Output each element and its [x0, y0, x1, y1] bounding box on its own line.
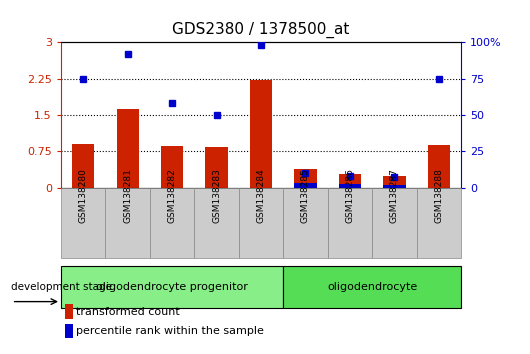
- Text: percentile rank within the sample: percentile rank within the sample: [76, 326, 263, 336]
- Bar: [72, 144, 94, 188]
- Text: oligodendrocyte: oligodendrocyte: [327, 282, 417, 292]
- Text: GSM138288: GSM138288: [435, 168, 444, 223]
- Bar: [206, 148, 228, 188]
- Bar: [250, 80, 272, 188]
- Title: GDS2380 / 1378500_at: GDS2380 / 1378500_at: [172, 22, 350, 38]
- Bar: [383, 185, 405, 188]
- Bar: [339, 184, 361, 188]
- Text: GSM138284: GSM138284: [257, 168, 266, 223]
- Text: GSM138287: GSM138287: [390, 168, 399, 223]
- Bar: [294, 183, 316, 188]
- Text: transformed count: transformed count: [76, 307, 179, 316]
- Text: GSM138280: GSM138280: [78, 168, 87, 223]
- Text: development stage: development stage: [11, 282, 112, 292]
- Text: GSM138281: GSM138281: [123, 168, 132, 223]
- Text: GSM138282: GSM138282: [167, 168, 176, 223]
- Bar: [383, 177, 405, 188]
- Bar: [339, 174, 361, 188]
- Bar: [117, 109, 139, 188]
- Bar: [294, 169, 316, 188]
- Text: GSM138285: GSM138285: [301, 168, 310, 223]
- Bar: [161, 147, 183, 188]
- Text: GSM138283: GSM138283: [212, 168, 221, 223]
- Text: GSM138286: GSM138286: [346, 168, 355, 223]
- Bar: [428, 145, 450, 188]
- Text: oligodendrocyte progenitor: oligodendrocyte progenitor: [96, 282, 248, 292]
